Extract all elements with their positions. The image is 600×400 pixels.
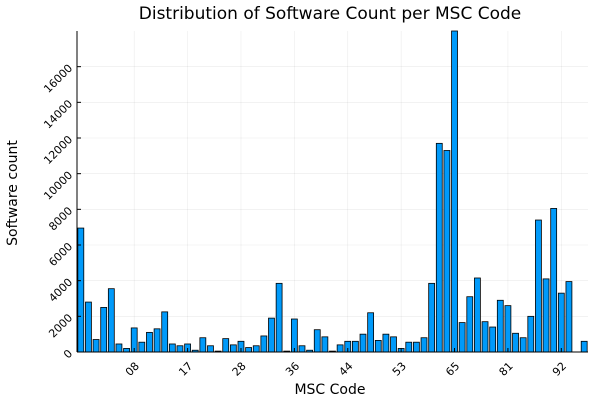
x-tick-label: 08: [123, 360, 142, 379]
y-tick-label: 4000: [46, 276, 75, 305]
bar: [123, 348, 130, 353]
bar: [92, 339, 100, 353]
bar: [565, 281, 573, 353]
bar: [290, 318, 298, 353]
bar: [199, 337, 207, 353]
y-tick-label: 10000: [41, 169, 75, 203]
bar: [138, 341, 146, 353]
bar: [100, 307, 108, 353]
y-tick-label: 16000: [41, 62, 75, 96]
bar: [489, 326, 497, 353]
bar: [252, 345, 260, 353]
bar: [260, 335, 268, 353]
bar: [413, 341, 420, 353]
bar: [557, 292, 565, 353]
y-tick-label: 0: [61, 347, 75, 361]
x-tick-label: 36: [283, 360, 302, 379]
bar: [229, 344, 237, 353]
bar: [321, 336, 329, 353]
bar: [405, 341, 413, 353]
bar: [428, 282, 436, 353]
bar: [146, 331, 153, 353]
x-tick-label: 17: [176, 360, 195, 379]
bar: [535, 219, 542, 353]
bar: [550, 208, 558, 353]
bar: [519, 337, 527, 353]
x-tick-label: 92: [550, 360, 569, 379]
y-tick-label: 12000: [41, 133, 75, 167]
bar: [451, 30, 458, 353]
bar: [161, 311, 169, 353]
bar: [153, 328, 161, 353]
x-axis-ticks: 08 17 28 36 44 53 65 81 92: [123, 348, 569, 379]
bar: [245, 347, 252, 353]
bar: [382, 333, 390, 353]
bar: [481, 321, 489, 353]
bar: [390, 336, 397, 353]
bar: [85, 301, 92, 353]
x-axis-label: MSC Code: [294, 382, 365, 398]
x-tick-label: 28: [230, 360, 249, 379]
bar: [313, 329, 321, 353]
y-tick-label: 8000: [46, 204, 75, 233]
axes: [76, 31, 588, 353]
bar: [275, 282, 283, 353]
chart-title: Distribution of Software Count per MSC C…: [139, 4, 522, 24]
bar: [176, 345, 184, 353]
bar: [374, 340, 382, 353]
bar: [504, 305, 512, 353]
bar: [512, 332, 519, 353]
bar: [474, 277, 481, 353]
bar: [580, 340, 588, 353]
bar: [207, 345, 214, 353]
bar: [466, 296, 474, 353]
x-tick-label: 44: [336, 360, 355, 379]
x-tick-label: 53: [390, 360, 409, 379]
grid: [77, 31, 588, 353]
bar: [352, 340, 359, 353]
bar: [168, 343, 176, 353]
bar: [458, 322, 466, 353]
bar: [420, 337, 428, 353]
bar: [542, 278, 550, 353]
bar: [336, 344, 344, 353]
bar: [367, 312, 375, 353]
bar: [527, 315, 535, 353]
y-tick-label: 2000: [46, 311, 75, 340]
bar: [298, 345, 306, 353]
bar: [115, 343, 123, 353]
y-axis-label: Software count: [5, 140, 21, 246]
bar: [268, 317, 275, 353]
bar: [77, 227, 85, 353]
x-tick-label: 65: [443, 360, 462, 379]
y-tick-label: 14000: [41, 97, 75, 131]
bar: [359, 333, 367, 353]
bar: [496, 299, 504, 353]
bar: [435, 142, 443, 353]
bar: [222, 338, 230, 353]
bars: [77, 30, 588, 353]
bar: [107, 288, 115, 353]
y-tick-label: 6000: [46, 240, 75, 269]
bar: [443, 150, 451, 353]
x-tick-label: 81: [497, 360, 516, 379]
